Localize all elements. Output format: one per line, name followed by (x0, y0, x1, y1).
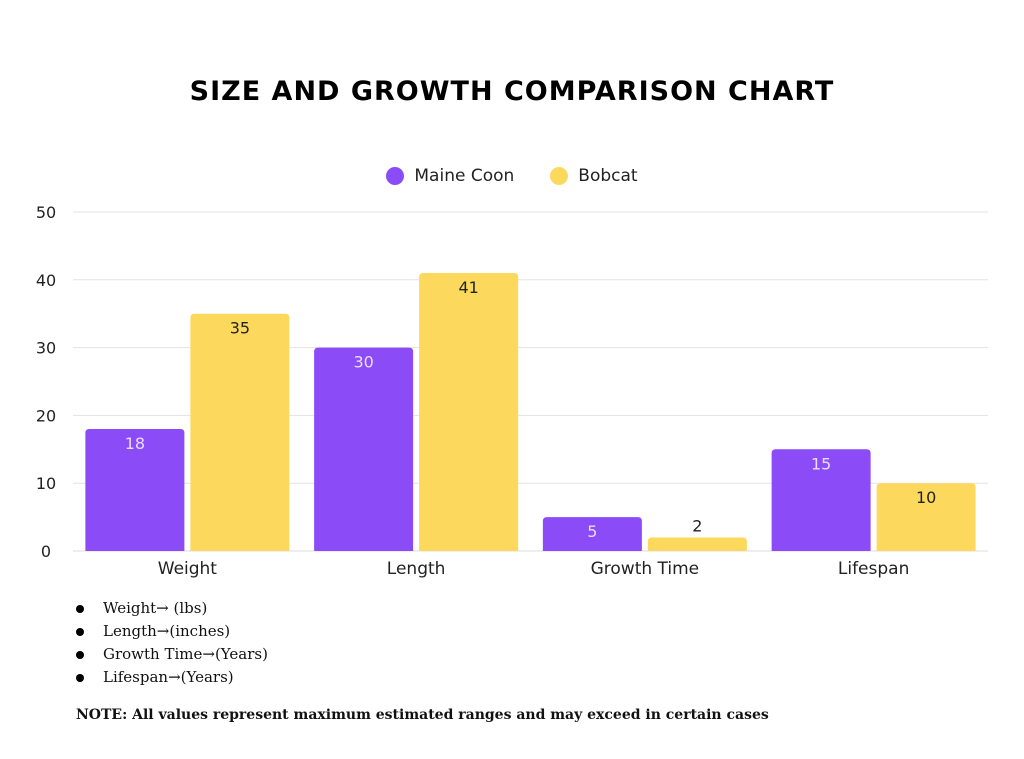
data-label: 10 (916, 488, 936, 507)
unit-lifespan: Lifespan→(Years) (103, 668, 234, 686)
data-label: 2 (692, 516, 702, 535)
y-tick-label: 30 (36, 339, 56, 358)
x-tick-label: Lifespan (838, 559, 909, 579)
note-text: NOTE: All values represent maximum estim… (76, 707, 769, 723)
legend-label-maine-coon: Maine Coon (414, 166, 515, 186)
bar-bobcat (647, 537, 747, 551)
y-tick-label: 10 (36, 474, 56, 493)
legend-label-bobcat: Bobcat (578, 166, 638, 186)
bullet-icon (76, 650, 84, 659)
unit-growth-time: Growth Time→(Years) (103, 645, 268, 663)
legend-swatch-bobcat (550, 167, 569, 185)
bar-maine-coon (771, 449, 871, 551)
y-tick-label: 0 (41, 542, 51, 561)
bar-maine-coon (85, 428, 185, 551)
x-tick-label: Growth Time (591, 559, 700, 579)
bar-chart: 0 10 20 30 40 50 18 35 Weight 30 41 Length 5 2 Growth … (36, 203, 988, 579)
bar-maine-coon (542, 517, 642, 551)
bar-bobcat (876, 483, 976, 551)
bar-bobcat (419, 273, 519, 551)
unit-length: Length→(inches) (103, 622, 231, 640)
data-label: 5 (587, 522, 597, 541)
unit-weight: Weight→ (lbs) (103, 599, 208, 617)
unit-list-item: Length→(inches) (76, 620, 268, 643)
unit-list-item: Weight→ (lbs) (76, 597, 268, 620)
data-label: 30 (353, 353, 373, 372)
legend-item-maine-coon: Maine Coon (386, 166, 514, 186)
unit-list-item: Lifespan→(Years) (76, 666, 268, 689)
chart-title: SIZE AND GROWTH COMPARISON CHART (189, 76, 835, 107)
x-tick-label: Length (387, 559, 446, 579)
data-label: 41 (458, 278, 478, 297)
y-tick-label: 20 (36, 406, 56, 425)
x-tick-label: Weight (158, 559, 218, 579)
data-label: 35 (230, 319, 250, 338)
unit-list-item: Growth Time→(Years) (76, 643, 268, 666)
y-tick-label: 40 (36, 271, 56, 290)
bar-maine-coon (314, 347, 414, 551)
data-label: 18 (125, 434, 145, 453)
data-label: 15 (811, 454, 831, 473)
bar-bobcat (190, 313, 290, 551)
legend-item-bobcat: Bobcat (550, 166, 638, 186)
chart-legend: Maine Coon Bobcat (0, 166, 1024, 186)
unit-list: Weight→ (lbs) Length→(inches) Growth Tim… (76, 597, 268, 689)
legend-swatch-maine-coon (386, 167, 405, 185)
bullet-icon (76, 627, 84, 636)
bullet-icon (76, 673, 84, 682)
bullet-icon (76, 604, 84, 613)
y-tick-label: 50 (36, 203, 56, 222)
